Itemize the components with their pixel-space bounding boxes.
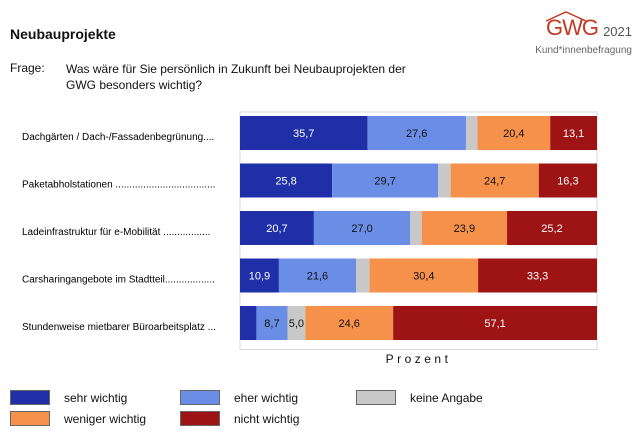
- legend-item-eher-wichtig: eher wichtig: [180, 390, 298, 405]
- category-label: Carsharingangebote im Stadtteil.........…: [22, 275, 215, 286]
- data-label: 24,7: [484, 176, 505, 188]
- data-label: 57,1: [484, 318, 505, 330]
- bar-segment: [240, 211, 314, 245]
- bar-segment: [287, 306, 306, 340]
- data-label: 25,2: [541, 223, 562, 235]
- legend-label-keine-angabe: keine Angabe: [410, 390, 483, 405]
- bar-segment: [478, 258, 597, 293]
- bar-segment: [305, 306, 394, 340]
- data-label: 24,6: [339, 318, 360, 330]
- bar-segment: [507, 211, 597, 245]
- bar-segment: [240, 258, 279, 293]
- legend-label-nicht-wichtig: nicht wichtig: [234, 411, 300, 426]
- category-label: Ladeinfrastruktur für e-Mobilität ......…: [22, 227, 210, 238]
- bar-segment: [240, 306, 257, 340]
- data-label: 35,7: [293, 128, 314, 140]
- category-label: Stundenweise mietbarer Büroarbeitsplatz …: [22, 322, 216, 333]
- bar-segment: [550, 116, 597, 150]
- bar-segment: [356, 258, 370, 293]
- bar-segment: [421, 211, 508, 245]
- bar-segment: [369, 258, 479, 293]
- bar-segment: [278, 258, 357, 293]
- logo-word: GWG: [546, 15, 599, 40]
- question-text: Was wäre für Sie persönlich in Zukunft b…: [66, 62, 406, 92]
- bar-segment: [538, 163, 597, 198]
- bar-segment: [410, 211, 422, 245]
- logo-subtitle: Kund*innenbefragung: [535, 45, 632, 56]
- bar-segment: [240, 116, 368, 150]
- legend-swatch-keine-angabe: [356, 390, 396, 405]
- data-label: 29,7: [374, 176, 395, 188]
- data-label: 30,4: [413, 271, 434, 283]
- page-title: Neubauprojekte: [10, 26, 116, 42]
- category-label: Paketabholstationen ....................…: [22, 180, 215, 191]
- data-label: 13,1: [563, 128, 584, 140]
- legend-swatch-weniger-wichtig: [10, 411, 50, 426]
- data-label: 20,4: [503, 128, 524, 140]
- data-label: 27,0: [351, 223, 372, 235]
- legend-swatch-eher-wichtig: [180, 390, 220, 405]
- legend-item-keine-angabe: keine Angabe: [356, 390, 483, 405]
- data-label: 21,6: [307, 271, 328, 283]
- legend-item-nicht-wichtig: nicht wichtig: [180, 411, 299, 426]
- x-axis-label: Prozent: [385, 352, 452, 366]
- gwg-logo: GWG 2021 Kund*innenbefragung: [532, 11, 632, 60]
- data-label: 27,6: [406, 128, 427, 140]
- data-label: 10,9: [249, 271, 270, 283]
- data-label: 16,3: [557, 176, 578, 188]
- logo-year: 2021: [603, 24, 632, 39]
- data-label: 5,0: [289, 318, 304, 330]
- bar-segment: [367, 116, 466, 150]
- legend-label-weniger-wichtig: weniger wichtig: [64, 411, 147, 426]
- legend-item-weniger-wichtig: weniger wichtig: [10, 411, 146, 426]
- legend-label-sehr-wichtig: sehr wichtig: [64, 390, 128, 405]
- legend-swatch-nicht-wichtig: [180, 411, 220, 426]
- logo-roof-icon: [545, 11, 587, 22]
- bar-segment: [465, 116, 478, 150]
- category-label: Dachgärten / Dach-/Fassadenbegrünung....: [22, 132, 214, 143]
- bar-segment: [313, 211, 411, 245]
- bar-segment: [450, 163, 539, 198]
- bar-segment: [240, 163, 333, 198]
- question-label: Frage:: [10, 61, 45, 75]
- data-label: 8,7: [264, 318, 279, 330]
- bar-segment: [256, 306, 288, 340]
- data-label: 20,7: [266, 223, 287, 235]
- data-label: 23,9: [454, 223, 475, 235]
- legend-swatch-sehr-wichtig: [10, 390, 50, 405]
- bar-segment: [438, 163, 451, 198]
- legend-item-sehr-wichtig: sehr wichtig: [10, 390, 127, 405]
- bar-segment: [393, 306, 597, 340]
- bar-segment: [332, 163, 439, 198]
- bar-segment: [477, 116, 551, 150]
- data-label: 25,8: [275, 176, 296, 188]
- legend-label-eher-wichtig: eher wichtig: [234, 390, 299, 405]
- data-label: 33,3: [527, 271, 548, 283]
